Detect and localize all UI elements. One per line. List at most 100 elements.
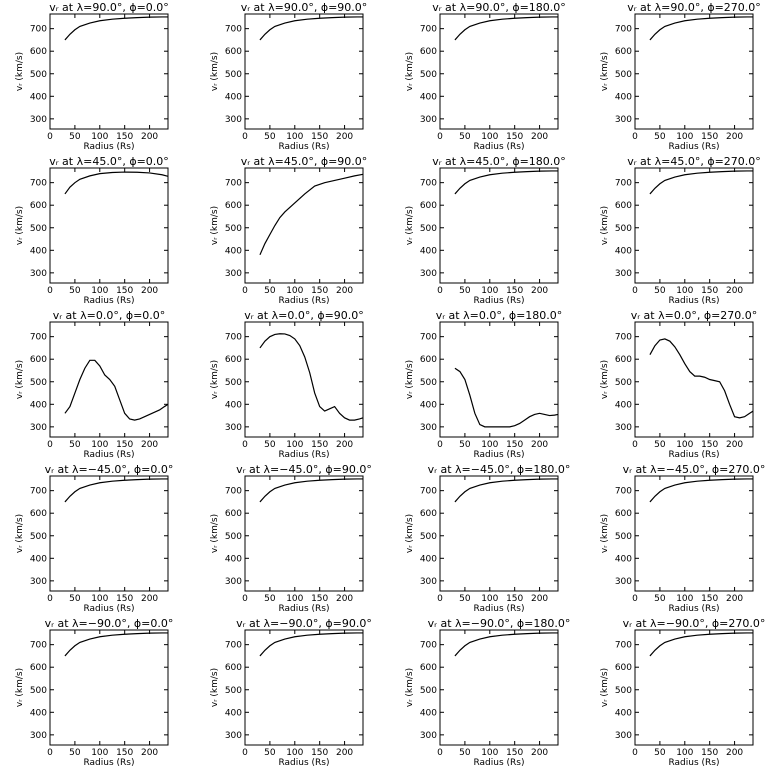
x-tick-label: 0 — [437, 132, 443, 142]
x-tick-label: 150 — [506, 440, 523, 450]
x-tick-label: 0 — [242, 748, 248, 758]
x-tick-label: 200 — [141, 132, 158, 142]
y-tick-label: 300 — [30, 731, 47, 741]
x-tick-label: 0 — [47, 594, 53, 604]
x-axis-label: Radius (Rs) — [278, 604, 329, 614]
vr-series-line — [64, 171, 169, 195]
x-tick-label: 200 — [726, 748, 743, 758]
y-tick-label: 300 — [30, 115, 47, 125]
y-tick-label: 700 — [225, 25, 242, 35]
plot-frame — [244, 321, 364, 438]
y-tick-label: 400 — [225, 92, 242, 102]
x-tick-label: 150 — [701, 286, 718, 296]
y-tick-label: 400 — [30, 708, 47, 718]
x-tick-label: 50 — [459, 132, 471, 142]
x-tick-label: 100 — [91, 132, 108, 142]
panel-title: vᵣ at λ=−45.0°, ϕ=270.0° — [623, 463, 766, 476]
x-tick-label: 150 — [506, 748, 523, 758]
x-tick-label: 200 — [531, 132, 548, 142]
x-tick-label: 100 — [286, 748, 303, 758]
y-axis-label: vᵣ (km/s) — [600, 360, 610, 399]
x-tick-label: 50 — [654, 748, 666, 758]
x-axis-label: Radius (Rs) — [668, 604, 719, 614]
panel-title: vᵣ at λ=−45.0°, ϕ=180.0° — [428, 463, 571, 476]
x-tick-label: 50 — [654, 132, 666, 142]
x-tick-label: 0 — [437, 594, 443, 604]
vr-series-line — [649, 478, 753, 503]
y-tick-label: 500 — [615, 532, 632, 542]
panel-title: vᵣ at λ=45.0°, ϕ=0.0° — [49, 155, 169, 168]
x-tick-label: 50 — [654, 440, 666, 450]
y-tick-label: 700 — [30, 333, 47, 343]
y-tick-label: 600 — [30, 201, 47, 211]
x-axis-label: Radius (Rs) — [473, 604, 524, 614]
y-axis-label: vᵣ (km/s) — [405, 52, 415, 91]
chart-panel: vᵣ at λ=−45.0°, ϕ=0.0° 0 50 100 150 200 300 400… — [15, 463, 173, 614]
chart-panel: vᵣ at λ=45.0°, ϕ=180.0° 0 50 100 150 200 300 40… — [405, 155, 566, 306]
y-tick-label: 600 — [225, 355, 242, 365]
x-tick-label: 50 — [69, 132, 81, 142]
y-axis-label: vᵣ (km/s) — [15, 52, 25, 91]
x-axis-label: Radius (Rs) — [668, 296, 719, 306]
y-tick-label: 500 — [225, 532, 242, 542]
y-tick-label: 500 — [615, 70, 632, 80]
y-tick-label: 500 — [615, 224, 632, 234]
panel-title: vᵣ at λ=45.0°, ϕ=180.0° — [432, 155, 566, 168]
chart-panel: vᵣ at λ=90.0°, ϕ=90.0° 0 50 100 150 200 300 400… — [210, 1, 367, 152]
y-tick-label: 500 — [225, 686, 242, 696]
x-tick-label: 150 — [701, 132, 718, 142]
y-tick-label: 400 — [225, 400, 242, 410]
y-tick-label: 500 — [30, 532, 47, 542]
chart-panel: vᵣ at λ=45.0°, ϕ=90.0° 0 50 100 150 200 300 400… — [210, 155, 367, 306]
y-tick-label: 600 — [615, 47, 632, 57]
y-tick-label: 600 — [615, 663, 632, 673]
x-tick-label: 200 — [726, 286, 743, 296]
panel-title: vᵣ at λ=−90.0°, ϕ=180.0° — [428, 617, 571, 630]
x-axis-label: Radius (Rs) — [668, 450, 719, 460]
y-tick-label: 500 — [30, 70, 47, 80]
y-tick-label: 300 — [30, 577, 47, 587]
y-tick-label: 500 — [615, 686, 632, 696]
vr-series-line — [454, 170, 558, 195]
x-tick-label: 50 — [264, 748, 276, 758]
x-tick-label: 150 — [116, 440, 133, 450]
y-tick-label: 600 — [615, 509, 632, 519]
x-tick-label: 50 — [264, 594, 276, 604]
y-axis-label: vᵣ (km/s) — [210, 52, 220, 91]
panel-title: vᵣ at λ=0.0°, ϕ=270.0° — [631, 309, 758, 322]
x-tick-label: 200 — [726, 594, 743, 604]
x-tick-label: 150 — [506, 132, 523, 142]
plot-frame — [49, 167, 169, 284]
x-tick-label: 200 — [726, 440, 743, 450]
x-axis-label: Radius (Rs) — [83, 450, 134, 460]
x-tick-label: 100 — [481, 594, 498, 604]
x-axis-label: Radius (Rs) — [473, 142, 524, 152]
vr-series-line — [454, 16, 558, 41]
x-tick-label: 50 — [459, 440, 471, 450]
y-axis-label: vᵣ (km/s) — [15, 360, 25, 399]
plot-frame — [49, 13, 169, 130]
y-tick-label: 600 — [225, 47, 242, 57]
y-tick-label: 700 — [30, 179, 47, 189]
x-tick-label: 50 — [459, 748, 471, 758]
y-tick-label: 300 — [420, 269, 437, 279]
vr-series-line — [454, 478, 558, 503]
plot-frame — [634, 475, 754, 592]
plot-frame — [634, 321, 754, 438]
y-tick-label: 400 — [30, 92, 47, 102]
panel-title: vᵣ at λ=−90.0°, ϕ=0.0° — [45, 617, 174, 630]
x-tick-label: 0 — [437, 748, 443, 758]
y-tick-label: 300 — [30, 423, 47, 433]
vr-series-line — [649, 16, 753, 41]
y-tick-label: 300 — [615, 731, 632, 741]
x-tick-label: 100 — [91, 286, 108, 296]
x-tick-label: 100 — [286, 594, 303, 604]
y-tick-label: 500 — [615, 378, 632, 388]
y-tick-label: 400 — [225, 708, 242, 718]
panel-title: vᵣ at λ=90.0°, ϕ=0.0° — [49, 1, 169, 14]
x-tick-label: 50 — [654, 286, 666, 296]
x-tick-label: 200 — [726, 132, 743, 142]
chart-panel: vᵣ at λ=−45.0°, ϕ=180.0° 0 50 100 150 200 300 4… — [405, 463, 570, 614]
x-tick-label: 100 — [676, 286, 693, 296]
x-tick-label: 100 — [286, 132, 303, 142]
